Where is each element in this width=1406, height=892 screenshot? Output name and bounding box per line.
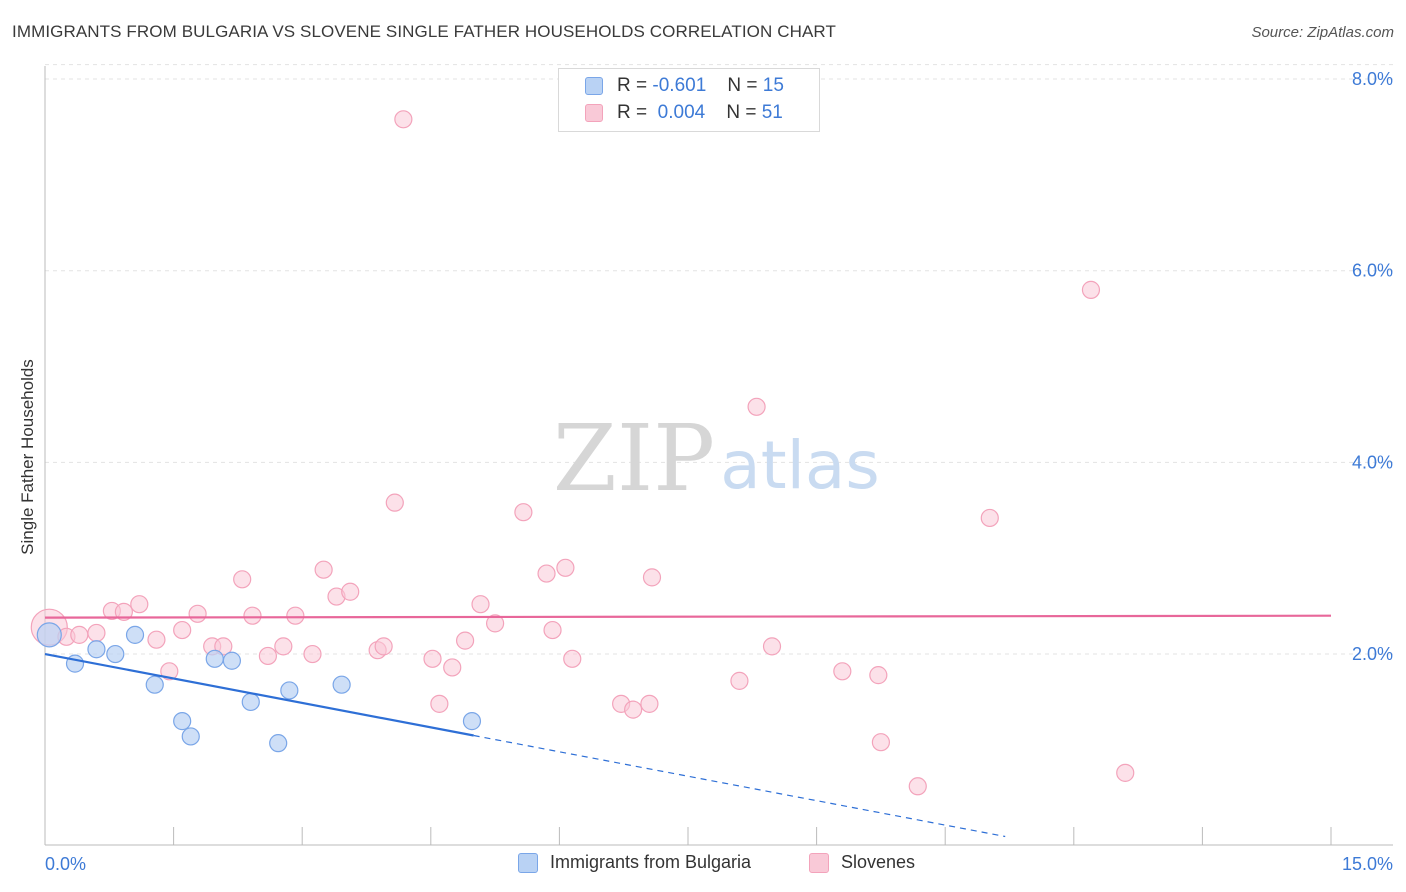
n-label: N =: [726, 102, 757, 123]
x-tick-label: 0.0%: [45, 854, 86, 874]
r-label: R =: [617, 102, 648, 123]
slovenes-point: [147, 630, 166, 649]
slovenes-point: [455, 631, 475, 650]
r-value-bulgaria: -0.601: [652, 75, 707, 96]
watermark-zip: ZIP: [553, 405, 715, 512]
y-tick-label: 8.0%: [1352, 69, 1393, 89]
slovenes-point: [374, 637, 393, 656]
bulgaria-point: [145, 675, 164, 694]
slovenes-point: [87, 623, 106, 643]
slovenes-point: [70, 625, 89, 644]
bulgaria-point: [332, 675, 351, 694]
bulgaria-point: [280, 681, 299, 700]
slovenes-point: [394, 110, 413, 129]
watermark-atlas: atlas: [720, 427, 880, 504]
bulgaria-point: [222, 651, 241, 670]
slovenes-point: [341, 582, 360, 601]
stats-text-slovenes: R = 0.004 N = 51: [617, 102, 783, 124]
bulgaria-point: [173, 712, 192, 731]
slovenes-point: [188, 604, 207, 623]
slovenes-point: [286, 606, 305, 625]
slovenes-point: [160, 662, 179, 681]
slovenes-point: [514, 503, 533, 522]
slovenes-point: [833, 662, 852, 681]
legend-swatch-bulgaria: [518, 853, 538, 873]
slovenes-point: [233, 570, 252, 589]
slovenes-point: [243, 606, 262, 625]
stats-text-bulgaria: R = -0.601 N = 15: [617, 75, 784, 97]
slovenes-point: [314, 560, 333, 579]
slovenes-point: [423, 649, 442, 668]
slovenes-point: [430, 694, 449, 713]
slovenes-point: [730, 671, 749, 690]
n-label: N =: [727, 75, 758, 96]
slovenes-point: [173, 620, 192, 640]
slovenes-point: [486, 614, 505, 633]
legend-swatch-slovenes: [809, 853, 829, 873]
legend-swatch-bulgaria: [585, 77, 603, 95]
trend-lines: [44, 614, 1332, 838]
stats-legend: R = -0.601 N = 15 R = 0.004 N = 51: [558, 68, 820, 132]
slovenes-point: [258, 646, 278, 666]
bulgaria-point: [241, 692, 260, 712]
y-tick-label: 6.0%: [1352, 261, 1393, 281]
bulgaria-point: [125, 625, 145, 644]
bulgaria-point: [106, 644, 125, 664]
bulgaria-point: [269, 734, 288, 753]
slovenes-point: [130, 595, 149, 614]
bulgaria-points: [36, 622, 482, 753]
slovenes-point: [642, 568, 662, 587]
gridlines: [45, 64, 1393, 655]
y-tick-label: 2.0%: [1352, 644, 1393, 664]
bulgaria-point: [462, 712, 482, 731]
slovenes-point: [114, 602, 133, 621]
slovenes-point: [443, 658, 462, 677]
slovenes-point: [762, 637, 782, 656]
slovenes-point: [869, 666, 888, 685]
y-tick-label: 4.0%: [1352, 452, 1393, 472]
slovenes-point: [1081, 280, 1101, 299]
slovenes-point: [214, 637, 233, 656]
watermark: ZIP atlas: [553, 405, 880, 512]
x-tick-label: 15.0%: [1342, 854, 1393, 874]
chart-title: IMMIGRANTS FROM BULGARIA VS SLOVENE SING…: [12, 22, 836, 41]
r-label: R =: [617, 75, 648, 96]
bulgaria-trend-line: [44, 652, 474, 737]
legend-label-bulgaria: Immigrants from Bulgaria: [550, 852, 752, 872]
slovenes-point: [908, 777, 927, 796]
slovenes-point: [871, 733, 891, 752]
bulgaria-point: [205, 649, 224, 668]
slovenes-point: [980, 508, 999, 528]
slovenes-point: [563, 649, 582, 668]
slovenes-trend-line: [44, 614, 1332, 619]
slovenes-point: [537, 564, 556, 583]
bulgaria-point: [87, 640, 106, 659]
slovenes-point: [274, 637, 293, 656]
source-credit: Source: ZipAtlas.com: [1251, 24, 1394, 41]
slovenes-point: [747, 397, 766, 416]
n-value-bulgaria: 15: [762, 75, 784, 96]
r-value-slovenes: 0.004: [657, 102, 706, 123]
slovenes-point: [385, 493, 404, 512]
legend-swatch-slovenes: [585, 104, 603, 122]
tick-labels: 2.0% 4.0% 6.0% 8.0% 0.0% 15.0%: [45, 69, 1393, 874]
legend-label-slovenes: Slovenes: [841, 852, 916, 872]
slovenes-point: [543, 620, 562, 640]
axes: [44, 66, 1393, 846]
slovenes-point: [624, 700, 643, 719]
slovenes-point: [471, 595, 490, 614]
slovenes-point: [640, 694, 659, 713]
bulgaria-trend-extension: [473, 734, 1006, 838]
slovenes-point: [303, 644, 322, 664]
bulgaria-point: [181, 727, 200, 746]
slovenes-point: [556, 558, 575, 577]
bulgaria-point: [36, 622, 62, 648]
n-value-slovenes: 51: [761, 102, 783, 123]
slovenes-point: [1116, 763, 1135, 782]
